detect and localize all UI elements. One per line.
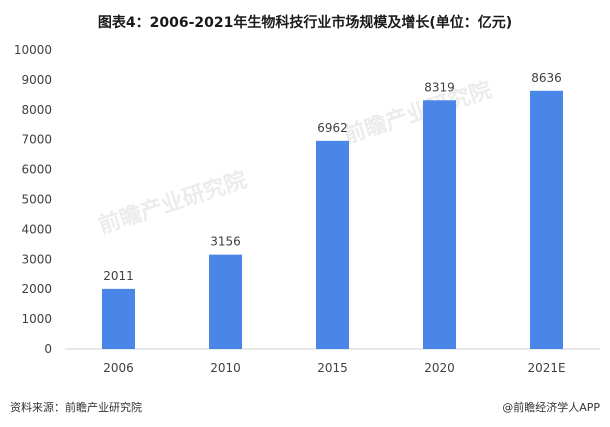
x-tick-label: 2021E <box>527 361 565 375</box>
data-label: 3156 <box>210 235 241 249</box>
bar <box>530 90 563 349</box>
y-tick-label: 9000 <box>21 73 52 87</box>
bar <box>423 100 456 349</box>
x-tick-label: 2015 <box>317 361 348 375</box>
y-tick-label: 7000 <box>21 133 52 147</box>
bar <box>316 140 349 349</box>
y-tick-label: 2000 <box>21 282 52 296</box>
credit-note: @前瞻经济学人APP <box>502 401 600 414</box>
x-tick-label: 2020 <box>424 361 455 375</box>
y-tick-label: 1000 <box>21 312 52 326</box>
x-tick-label: 2006 <box>103 361 134 375</box>
x-tick-label: 2010 <box>210 361 241 375</box>
y-tick-label: 5000 <box>21 193 52 207</box>
data-label: 8636 <box>531 71 562 85</box>
y-tick-label: 10000 <box>14 43 52 57</box>
y-tick-label: 8000 <box>21 103 52 117</box>
data-label: 6962 <box>317 121 348 135</box>
data-label: 2011 <box>103 269 134 283</box>
source-note: 资料来源：前瞻产业研究院 <box>10 401 142 414</box>
data-label: 8319 <box>424 80 455 94</box>
y-tick-label: 4000 <box>21 222 52 236</box>
bar <box>209 254 242 349</box>
y-tick-label: 3000 <box>21 252 52 266</box>
y-tick-label: 0 <box>44 342 52 356</box>
y-tick-label: 6000 <box>21 163 52 177</box>
chart-title: 图表4：2006-2021年生物科技行业市场规模及增长(单位：亿元) <box>97 15 513 31</box>
bar <box>102 288 135 349</box>
